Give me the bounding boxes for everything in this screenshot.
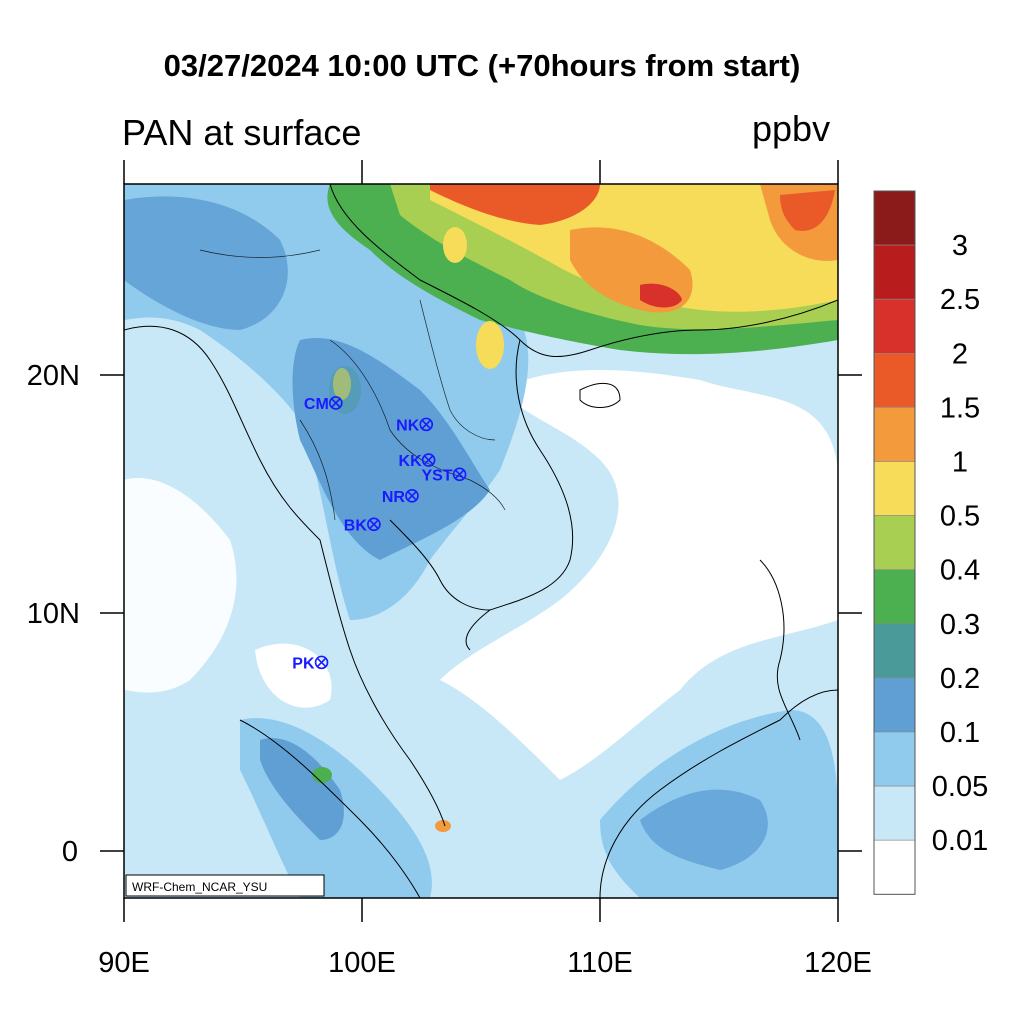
colorbar-label: 0.4 (940, 555, 980, 587)
station-marker-icon (421, 453, 436, 467)
station-cross-icon (331, 398, 341, 408)
colorbar-label: 0.1 (940, 717, 980, 749)
station-label: BK (344, 517, 368, 534)
colorbar-label: 2 (952, 338, 968, 370)
station-cross-icon (424, 455, 434, 465)
lon-label-90e: 90E (98, 947, 150, 979)
station-label: NR (382, 489, 406, 506)
colorbar-label: 0.01 (932, 825, 988, 857)
lon-label-120e: 120E (804, 947, 872, 979)
colorbar-swatch (873, 352, 916, 408)
colorbar-swatch (873, 407, 916, 462)
station-label: YST (421, 467, 452, 484)
colorbar-swatch (873, 244, 916, 300)
variable-label: PAN at surface (122, 112, 362, 153)
lon-label-110e: 110E (567, 947, 633, 979)
station-marker-icon (367, 517, 381, 532)
colorbar-frame (873, 190, 916, 895)
map-frame (123, 183, 839, 899)
station-marker-icon (419, 417, 434, 432)
station-kk: KK (399, 453, 436, 470)
station-nr: NR (382, 488, 419, 506)
station-label: NK (396, 417, 420, 434)
station-marker-icon (405, 488, 419, 503)
station-pk: PK (292, 655, 329, 672)
colorbar-swatch (873, 839, 916, 895)
station-bk: BK (344, 517, 381, 534)
colorbar-swatch (873, 677, 916, 733)
concentration-field (124, 184, 838, 898)
colorbar-label: 2.5 (940, 284, 980, 316)
colorbar-label: 1.5 (940, 392, 980, 424)
colorbar-swatch (873, 515, 916, 570)
colorbar: 3 2.5 2 1.5 1 0.5 0.4 0.3 0.2 0.1 0.05 0.01 (873, 190, 988, 895)
station-cm: CM (304, 396, 343, 413)
colorbar-swatch (873, 623, 916, 679)
country-borders (199, 249, 506, 521)
colorbar-swatch (873, 190, 916, 246)
axis-ticks (100, 160, 862, 922)
colorbar-swatch (873, 785, 916, 841)
station-label: PK (292, 655, 315, 672)
colorbar-label: 0.2 (940, 663, 980, 695)
colorbar-label: 0.3 (940, 609, 980, 641)
station-cross-icon (455, 469, 465, 479)
credit-box (125, 874, 325, 897)
station-cross-icon (369, 519, 379, 529)
colorbar-label: 3 (952, 230, 968, 262)
colorbar-swatch (873, 731, 916, 787)
lat-label-0: 0 (62, 836, 78, 868)
units-label: ppbv (752, 108, 831, 149)
station-label: CM (304, 396, 329, 413)
coastlines (124, 184, 838, 898)
map-title: 03/27/2024 10:00 UTC (+70hours from star… (163, 48, 801, 83)
station-marker-icon (314, 655, 329, 670)
lat-label-10n: 10N (27, 598, 80, 630)
lon-label-100e: 100E (328, 947, 396, 979)
station-cross-icon (421, 419, 431, 429)
station-cross-icon (407, 491, 417, 501)
station-cross-icon (316, 657, 327, 667)
station-label: KK (399, 453, 423, 470)
colorbar-label: 1 (952, 447, 968, 479)
colorbar-swatch (873, 461, 916, 516)
colorbar-swatch (873, 569, 916, 625)
station-nk: NK (396, 417, 434, 434)
station-marker-icon (452, 467, 467, 482)
colorbar-label: 0.05 (932, 771, 988, 803)
model-credit: WRF-Chem_NCAR_YSU (132, 880, 267, 894)
colorbar-swatch (873, 298, 916, 354)
station-marker-icon (329, 396, 343, 410)
lat-label-20n: 20N (27, 360, 80, 392)
station-yst: YST (421, 467, 467, 484)
colorbar-label: 0.5 (940, 501, 980, 533)
